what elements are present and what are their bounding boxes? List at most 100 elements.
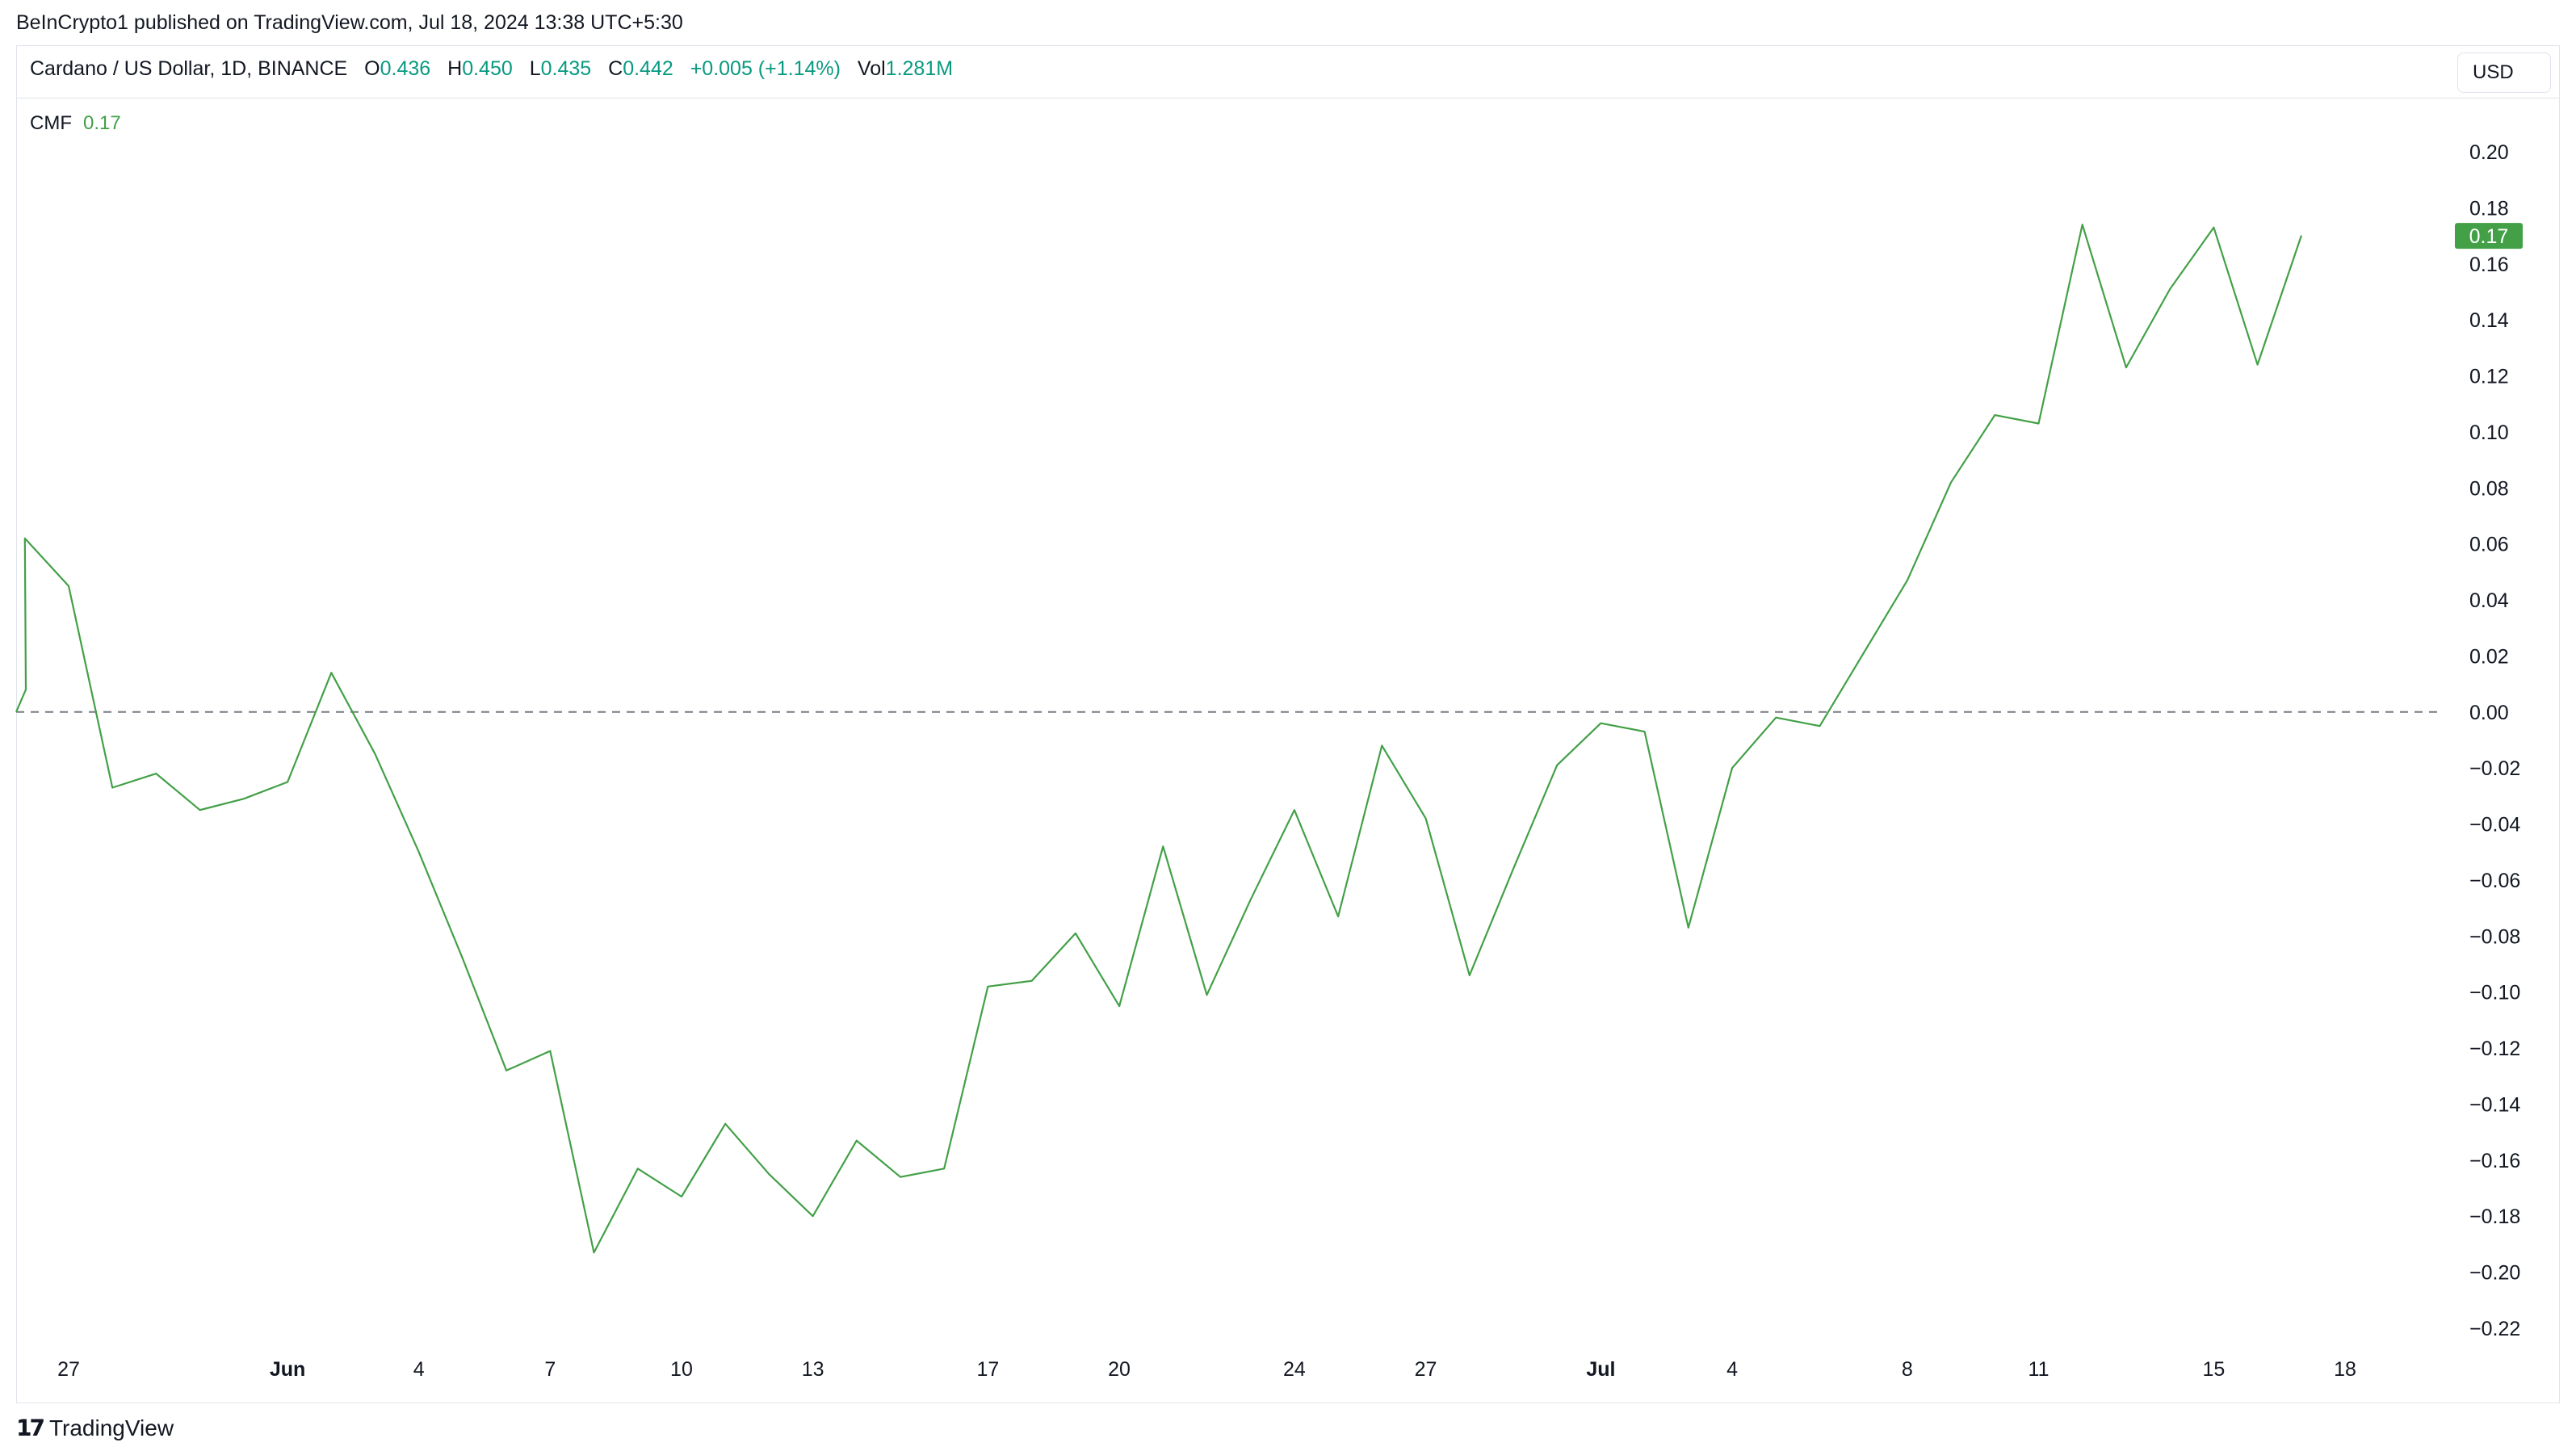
y-tick-label: 0.16 <box>2469 254 2509 276</box>
y-tick-label: −0.02 <box>2469 757 2520 780</box>
cmf-point <box>2256 363 2259 366</box>
cmf-point <box>768 1173 770 1175</box>
x-axis[interactable]: 27 Jun 4 7 10 13 17 20 24 27 Jul 4 8 11 15 18 <box>57 1358 2356 1381</box>
cmf-point <box>155 773 157 774</box>
cmf-point <box>1643 731 1646 732</box>
cmf-point <box>2037 422 2040 425</box>
low-label: L <box>529 57 541 80</box>
cmf-point <box>243 798 245 800</box>
cmf-point <box>374 753 376 755</box>
cmf-point <box>2081 224 2083 226</box>
volume-label: Vol <box>857 57 886 80</box>
high-label: H <box>447 57 463 80</box>
cmf-point <box>681 1196 682 1197</box>
x-tick-label: 13 <box>802 1358 824 1381</box>
y-tick-label: −0.08 <box>2469 925 2520 948</box>
cmf-point <box>2301 235 2302 237</box>
cmf-point <box>1994 414 1996 416</box>
x-tick-label: 27 <box>1415 1358 1437 1381</box>
cmf-point <box>900 1176 901 1178</box>
tradingview-brand[interactable]: 𝟭𝟳 TradingView <box>16 1415 174 1441</box>
y-tick-label: 0.20 <box>2469 141 2509 164</box>
symbol-title[interactable]: Cardano / US Dollar, 1D, BINANCE <box>30 57 348 80</box>
cmf-point <box>637 1168 639 1170</box>
indicator-value: 0.17 <box>82 112 121 134</box>
x-tick-label: 4 <box>413 1358 425 1381</box>
cmf-series-line[interactable] <box>15 224 2302 1254</box>
cmf-point <box>1688 927 1689 929</box>
currency-button[interactable]: USD <box>2457 52 2551 93</box>
cmf-point <box>549 1050 552 1052</box>
y-tick-label: 0.06 <box>2469 534 2509 556</box>
cmf-point <box>1030 980 1033 982</box>
cmf-point <box>68 585 69 587</box>
y-tick-label: 0.10 <box>2469 421 2509 444</box>
x-tick-label: 27 <box>57 1358 80 1381</box>
header-divider <box>17 98 2559 99</box>
cmf-point <box>1819 725 1821 727</box>
y-tick-label: −0.22 <box>2469 1318 2520 1340</box>
cmf-point <box>1862 652 1865 654</box>
cmf-point <box>2213 226 2215 229</box>
cmf-point <box>987 986 989 987</box>
cmf-point <box>1775 716 1777 719</box>
y-tick-label: 0.04 <box>2469 589 2509 612</box>
cmf-point <box>1162 845 1164 848</box>
published-line: BeInCrypto1 published on TradingView.com… <box>16 11 683 34</box>
symbol-legend: Cardano / US Dollar, 1D, BINANCE O0.436 … <box>30 57 953 81</box>
y-axis[interactable]: 0.20 0.18 0.16 0.14 0.12 0.10 0.08 0.06 0.04 0.02… <box>2469 141 2520 1340</box>
y-tick-label: 0.12 <box>2469 366 2509 388</box>
cmf-point <box>111 786 113 789</box>
cmf-point <box>1907 580 1908 581</box>
last-value-badge-label: 0.17 <box>2469 225 2509 248</box>
indicator-name: CMF <box>30 112 72 134</box>
x-tick-label: 18 <box>2334 1358 2356 1381</box>
cmf-point <box>1206 994 1208 996</box>
cmf-point <box>856 1139 858 1142</box>
cmf-point <box>2169 288 2171 290</box>
cmf-point <box>506 1070 507 1071</box>
cmf-point <box>287 781 288 783</box>
cmf-point <box>812 1215 814 1217</box>
open-value: 0.436 <box>380 57 431 80</box>
x-tick-label: 20 <box>1108 1358 1131 1381</box>
cmf-point <box>1512 868 1514 870</box>
y-tick-label: 0.08 <box>2469 477 2509 500</box>
x-tick-label: Jul <box>1586 1358 1615 1381</box>
indicator-legend[interactable]: CMF 0.17 <box>30 112 121 135</box>
last-value-badge: 0.17 <box>2455 223 2523 249</box>
cmf-point <box>1424 817 1427 820</box>
cmf-point <box>1556 764 1558 766</box>
y-tick-label: −0.20 <box>2469 1262 2520 1285</box>
series-group <box>15 224 2302 1254</box>
y-tick-label: 0.00 <box>2469 702 2509 724</box>
x-tick-label: Jun <box>270 1358 305 1381</box>
volume-value: 1.281M <box>885 57 954 80</box>
y-tick-label: −0.04 <box>2469 814 2520 837</box>
close-label: C <box>608 57 623 80</box>
y-tick-label: 0.18 <box>2469 197 2509 220</box>
tradingview-logo-icon: 𝟭𝟳 <box>16 1415 45 1440</box>
cmf-point <box>2125 367 2127 368</box>
cmf-point <box>1294 809 1295 811</box>
y-tick-label: −0.12 <box>2469 1038 2520 1060</box>
x-tick-label: 10 <box>670 1358 693 1381</box>
x-tick-label: 7 <box>544 1358 556 1381</box>
cmf-point <box>24 537 26 539</box>
x-tick-label: 17 <box>977 1358 1000 1381</box>
last-value-badge-bg <box>2455 223 2523 249</box>
x-tick-label: 15 <box>2202 1358 2225 1381</box>
cmf-point <box>1118 1005 1120 1007</box>
tradingview-brand-label: TradingView <box>48 1415 174 1440</box>
low-value: 0.435 <box>540 57 592 80</box>
y-tick-label: 0.14 <box>2469 309 2509 332</box>
cmf-point <box>1249 899 1252 900</box>
cmf-point <box>1600 722 1602 724</box>
cmf-point <box>724 1123 726 1125</box>
y-tick-label: −0.14 <box>2469 1093 2520 1116</box>
cmf-point <box>1469 975 1471 976</box>
cmf-point <box>1950 481 1952 484</box>
y-tick-label: −0.16 <box>2469 1150 2520 1172</box>
cmf-point <box>1381 744 1383 747</box>
